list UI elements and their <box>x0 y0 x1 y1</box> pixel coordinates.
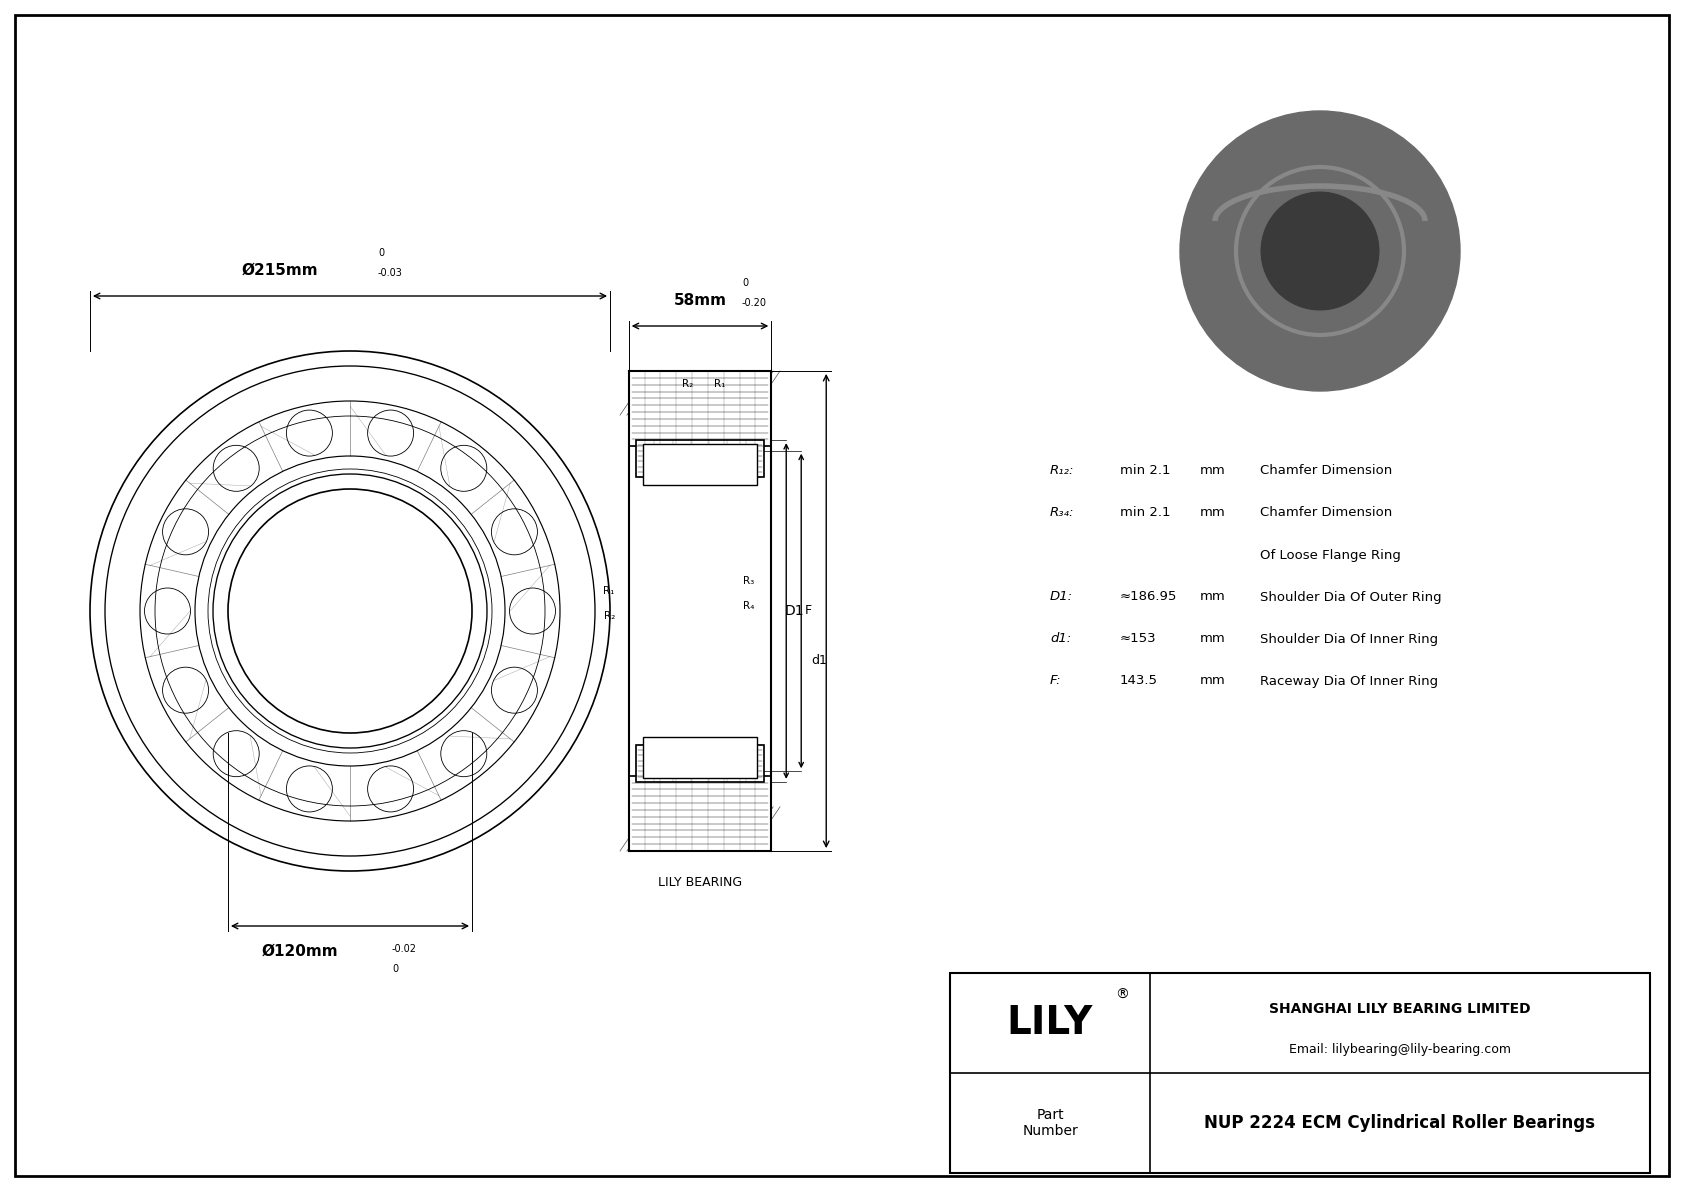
Text: LILY BEARING: LILY BEARING <box>658 877 743 888</box>
Text: R₄: R₄ <box>743 601 754 611</box>
Text: 143.5: 143.5 <box>1120 674 1159 687</box>
Text: Raceway Dia Of Inner Ring: Raceway Dia Of Inner Ring <box>1260 674 1438 687</box>
Text: ≈153: ≈153 <box>1120 632 1157 646</box>
Text: mm: mm <box>1201 506 1226 519</box>
Circle shape <box>1180 111 1460 391</box>
Text: R₁: R₁ <box>714 379 726 389</box>
Text: mm: mm <box>1201 674 1226 687</box>
Bar <box>635 372 765 416</box>
Bar <box>635 806 765 852</box>
Text: F:: F: <box>1051 674 1061 687</box>
Text: F: F <box>805 605 812 617</box>
Bar <box>643 737 758 778</box>
Text: ®: ® <box>1115 989 1128 1002</box>
Text: Ø215mm: Ø215mm <box>242 263 318 278</box>
Text: Chamfer Dimension: Chamfer Dimension <box>1260 506 1393 519</box>
Text: R₃₄:: R₃₄: <box>1051 506 1074 519</box>
Text: d1: d1 <box>812 655 827 667</box>
Bar <box>643 444 758 485</box>
Text: Chamfer Dimension: Chamfer Dimension <box>1260 464 1393 478</box>
Text: SHANGHAI LILY BEARING LIMITED: SHANGHAI LILY BEARING LIMITED <box>1270 1002 1531 1016</box>
Text: 0: 0 <box>392 964 397 974</box>
Text: R₁: R₁ <box>603 586 615 596</box>
Text: -0.20: -0.20 <box>743 298 766 308</box>
Text: Email: lilybearing@lily-bearing.com: Email: lilybearing@lily-bearing.com <box>1288 1042 1511 1055</box>
Text: R₂: R₂ <box>603 611 615 621</box>
Text: R₁₂:: R₁₂: <box>1051 464 1074 478</box>
Bar <box>637 744 765 781</box>
Bar <box>628 775 771 852</box>
Text: mm: mm <box>1201 464 1226 478</box>
Bar <box>637 441 765 478</box>
Text: -0.03: -0.03 <box>377 268 402 278</box>
Text: Of Loose Flange Ring: Of Loose Flange Ring <box>1260 549 1401 561</box>
Text: d1:: d1: <box>1051 632 1071 646</box>
Text: LILY: LILY <box>1007 1004 1093 1042</box>
Text: Ø120mm: Ø120mm <box>261 944 338 959</box>
Text: min 2.1: min 2.1 <box>1120 464 1170 478</box>
Text: 58mm: 58mm <box>674 293 726 308</box>
Text: mm: mm <box>1201 591 1226 604</box>
Bar <box>950 973 1650 1173</box>
Text: Part
Number: Part Number <box>1022 1108 1078 1139</box>
Text: D1: D1 <box>785 604 805 618</box>
Text: -0.02: -0.02 <box>392 944 418 954</box>
Text: ≈186.95: ≈186.95 <box>1120 591 1177 604</box>
Circle shape <box>1261 192 1379 310</box>
Text: 0: 0 <box>377 248 384 258</box>
Text: NUP 2224 ECM Cylindrical Roller Bearings: NUP 2224 ECM Cylindrical Roller Bearings <box>1204 1114 1595 1131</box>
Bar <box>628 372 771 447</box>
Text: min 2.1: min 2.1 <box>1120 506 1170 519</box>
Text: 0: 0 <box>743 278 748 288</box>
Text: mm: mm <box>1201 632 1226 646</box>
Text: R₂: R₂ <box>682 379 694 389</box>
Text: Shoulder Dia Of Outer Ring: Shoulder Dia Of Outer Ring <box>1260 591 1442 604</box>
Text: Shoulder Dia Of Inner Ring: Shoulder Dia Of Inner Ring <box>1260 632 1438 646</box>
Text: R₃: R₃ <box>743 576 754 586</box>
Text: D1:: D1: <box>1051 591 1073 604</box>
